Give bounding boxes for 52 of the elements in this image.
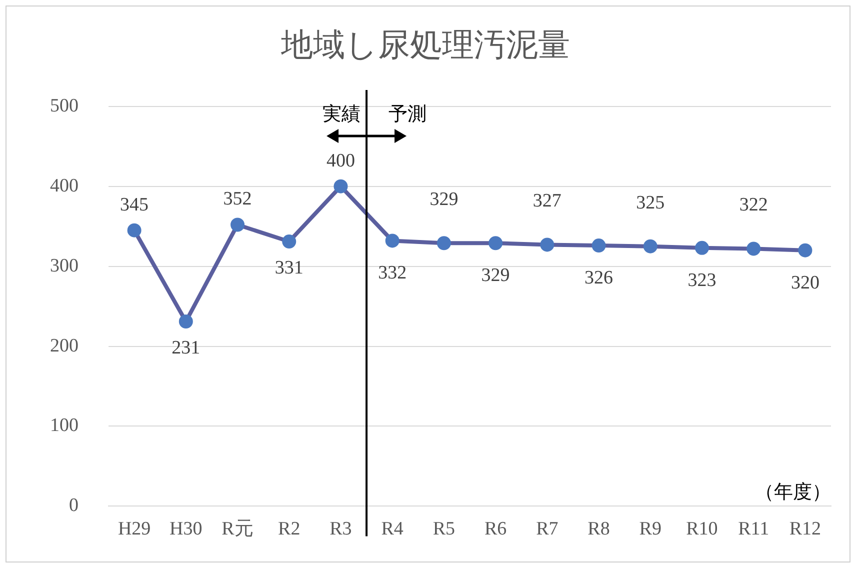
data-label: 320	[790, 272, 820, 294]
y-tick-label: 0	[69, 495, 78, 516]
y-tick-label: 300	[50, 255, 78, 276]
point	[746, 242, 761, 256]
point	[540, 238, 554, 252]
y-tick-label: 400	[50, 175, 78, 196]
chart-title: 地域し尿処理汚泥量	[280, 26, 570, 63]
point	[488, 236, 503, 250]
point	[385, 234, 400, 248]
data-label: 400	[326, 150, 355, 172]
point	[178, 314, 193, 328]
x-tick-label: R2	[278, 518, 300, 540]
data-label: 327	[532, 190, 562, 212]
x-tick-label: R元	[222, 518, 254, 540]
x-tick-label: R8	[588, 518, 610, 540]
data-label: 352	[223, 188, 252, 210]
annotation: 実績	[322, 103, 361, 125]
data-label: 331	[274, 258, 304, 279]
point	[643, 239, 658, 254]
x-tick-label: R11	[738, 518, 770, 540]
x-tick-label: R12	[789, 518, 822, 540]
point	[592, 238, 606, 253]
x-tick-label: R3	[330, 518, 352, 540]
data-label: 322	[739, 194, 768, 216]
data-label: 323	[688, 270, 716, 291]
x-tick-label: R5	[432, 518, 456, 540]
x-tick-label: H30	[170, 518, 202, 540]
point	[127, 223, 142, 238]
data-label: 332	[378, 262, 407, 284]
x-tick-label: R6	[484, 518, 507, 540]
x-tick-label: R9	[639, 518, 662, 540]
data-label: 231	[172, 337, 200, 358]
point	[334, 179, 348, 194]
x-tick-label: R10	[686, 518, 718, 540]
annotation: （年度）	[755, 481, 831, 504]
point	[282, 234, 296, 249]
point	[798, 243, 812, 258]
data-label: 326	[584, 268, 614, 289]
data-label: 345	[120, 194, 149, 216]
y-tick-label: 500	[50, 95, 78, 116]
point	[694, 240, 709, 255]
x-tick-label: H29	[118, 518, 151, 540]
y-tick-label: 100	[50, 415, 78, 436]
data-label: 329	[430, 189, 458, 210]
annotation: 予測	[388, 104, 427, 125]
data-label: 325	[636, 192, 665, 214]
y-tick-label: 200	[50, 335, 78, 356]
point	[230, 218, 245, 232]
point	[436, 236, 451, 250]
x-tick-label: R7	[536, 518, 558, 540]
data-label: 329	[481, 265, 510, 286]
x-tick-label: R4	[381, 518, 404, 540]
